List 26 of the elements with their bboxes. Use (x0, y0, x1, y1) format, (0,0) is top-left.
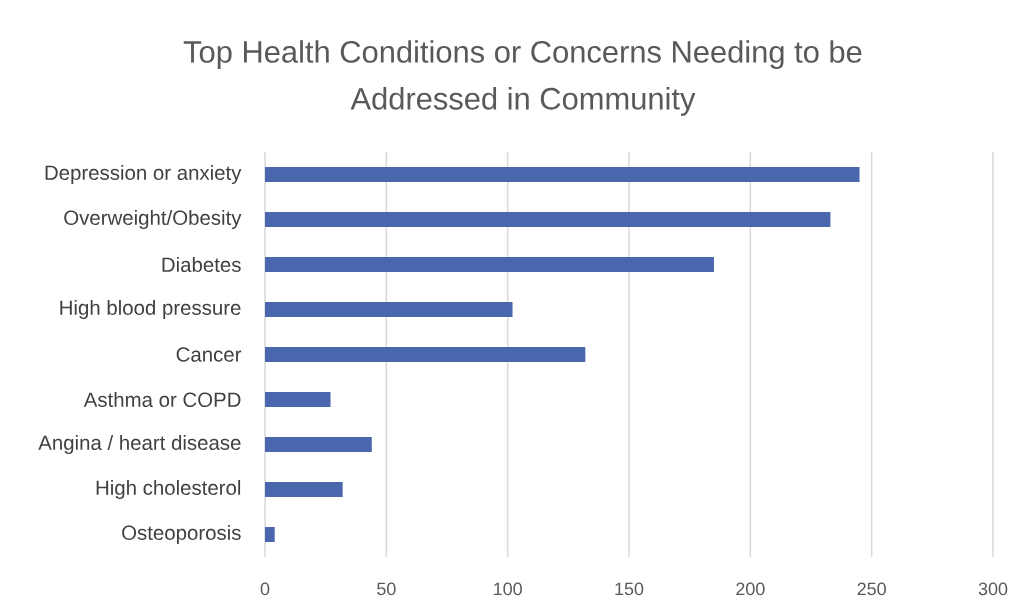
y-tick-label: Osteoporosis (122, 524, 241, 545)
x-tick-label: 250 (857, 582, 886, 596)
bar (265, 212, 831, 228)
bar (265, 257, 714, 273)
y-tick-label: Depression or anxiety (45, 164, 242, 185)
x-tick-label: 150 (615, 582, 644, 596)
bar (265, 167, 860, 183)
x-tick-label: 50 (377, 582, 396, 596)
y-tick-label: Asthma or COPD (83, 392, 241, 408)
y-tick-label: Angina / heart disease (38, 434, 241, 455)
y-tick-label: Overweight/Obesity (64, 209, 242, 230)
x-tick-label: 0 (260, 582, 270, 596)
y-tick-label: High cholesterol (96, 479, 241, 500)
x-tick-label: 200 (736, 582, 765, 596)
bar (265, 392, 331, 408)
y-tick-label: Diabetes (162, 257, 241, 273)
y-tick-label: Cancer (176, 347, 242, 362)
bar (265, 437, 372, 453)
bar (265, 347, 586, 363)
x-tick-label: 100 (494, 582, 522, 596)
bar (265, 302, 513, 318)
chart-title: Top Health Conditions or Concerns Needing to be Addressed in Community (183, 40, 862, 116)
y-tick-label: High blood pressure (60, 299, 241, 320)
bar (265, 527, 275, 542)
x-tick-label: 300 (978, 582, 1008, 596)
bar (265, 482, 343, 498)
